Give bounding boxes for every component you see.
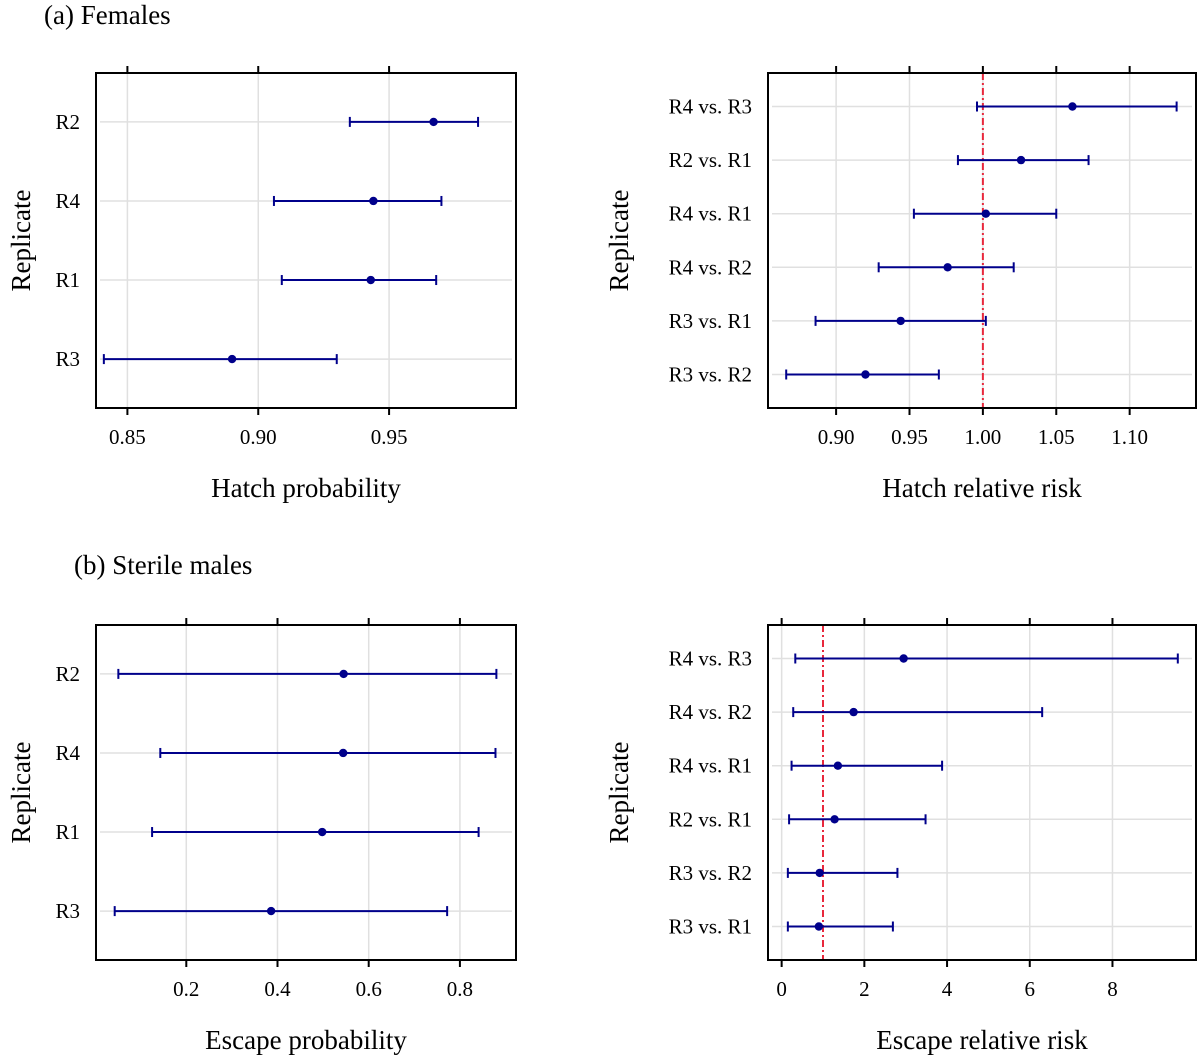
x-tick-label: 0.90 bbox=[240, 425, 277, 449]
x-tick-label: 8 bbox=[1107, 977, 1118, 1001]
x-tick-label: 6 bbox=[1025, 977, 1036, 1001]
plot-frame bbox=[767, 624, 1197, 961]
y-axis-label: Replicate bbox=[604, 190, 634, 292]
x-axis-label: Hatch relative risk bbox=[882, 473, 1082, 503]
x-tick-label: 0.90 bbox=[818, 425, 855, 449]
x-tick-label: 0.95 bbox=[891, 425, 928, 449]
x-tick-label: 0.2 bbox=[173, 977, 199, 1001]
category-label: R4 vs. R1 bbox=[669, 202, 752, 226]
estimate-point bbox=[833, 761, 843, 770]
y-axis-label: Replicate bbox=[604, 742, 634, 844]
x-tick-label: 0.8 bbox=[447, 977, 473, 1001]
estimate-point bbox=[814, 922, 824, 931]
x-tick-label: 1.05 bbox=[1038, 425, 1075, 449]
category-label: R2 bbox=[55, 110, 80, 134]
panel-1: 0.90 0.95 1.00 1.05 1.10 R4 vs. R3 R2 vs. R1 R4… bbox=[604, 66, 1197, 503]
panel-2: 0.2 0.4 0.6 0.8 R2 R4 R1 R3 Escape probability Re… bbox=[6, 618, 517, 1055]
category-label: R3 vs. R1 bbox=[669, 915, 752, 939]
category-label: R4 bbox=[55, 741, 80, 765]
estimate-point bbox=[899, 654, 908, 663]
estimate-point bbox=[227, 354, 237, 364]
estimate-point bbox=[896, 316, 905, 326]
panel-0: 0.85 0.90 0.95 R2 R4 R1 R3 Hatch probability Rep… bbox=[6, 66, 517, 503]
estimate-point bbox=[366, 275, 375, 285]
estimate-point bbox=[317, 827, 327, 837]
category-label: R3 bbox=[55, 347, 80, 371]
x-tick-label: 0 bbox=[776, 977, 787, 1001]
estimate-point bbox=[429, 117, 438, 127]
category-label: R3 vs. R2 bbox=[669, 861, 752, 885]
estimate-point bbox=[830, 815, 839, 824]
section-label-sterile-males: (b) Sterile males bbox=[74, 550, 252, 580]
category-label: R2 vs. R1 bbox=[669, 807, 752, 831]
x-tick-label: 0.6 bbox=[356, 977, 382, 1001]
category-label: R1 bbox=[55, 268, 80, 292]
x-axis-label: Hatch probability bbox=[211, 473, 401, 503]
estimate-point bbox=[1016, 155, 1026, 165]
plot-frame bbox=[95, 624, 517, 961]
category-label: R1 bbox=[55, 820, 80, 844]
estimate-point bbox=[369, 196, 378, 206]
category-label: R4 vs. R3 bbox=[669, 95, 752, 119]
estimate-point bbox=[339, 669, 348, 679]
category-label: R4 vs. R2 bbox=[669, 255, 752, 279]
plot-frame bbox=[95, 72, 517, 409]
y-axis-label: Replicate bbox=[6, 742, 36, 844]
x-tick-label: 4 bbox=[942, 977, 953, 1001]
category-label: R4 vs. R3 bbox=[669, 647, 752, 671]
x-axis-label: Escape probability bbox=[205, 1025, 407, 1055]
category-label: R2 bbox=[55, 662, 80, 686]
x-tick-label: 0.4 bbox=[264, 977, 291, 1001]
estimate-point bbox=[861, 370, 870, 379]
section-label-females: (a) Females bbox=[44, 0, 171, 30]
category-label: R4 vs. R1 bbox=[669, 754, 752, 778]
category-label: R4 bbox=[55, 189, 80, 213]
category-label: R3 vs. R2 bbox=[669, 363, 752, 387]
estimate-point bbox=[1068, 102, 1077, 111]
y-axis-label: Replicate bbox=[6, 190, 36, 292]
estimate-point bbox=[266, 906, 276, 916]
category-label: R3 bbox=[55, 899, 80, 923]
x-axis-label: Escape relative risk bbox=[876, 1025, 1088, 1055]
panel-3: 0 2 4 6 8 R4 vs. R3 R4 vs. R2 R4 vs. R1 R2 vs. R… bbox=[604, 618, 1197, 1055]
estimate-point bbox=[981, 209, 991, 218]
x-tick-label: 2 bbox=[859, 977, 870, 1001]
x-tick-label: 1.00 bbox=[965, 425, 1002, 449]
estimate-point bbox=[338, 748, 348, 758]
category-label: R3 vs. R1 bbox=[669, 309, 752, 333]
x-tick-label: 1.10 bbox=[1111, 425, 1148, 449]
estimate-point bbox=[943, 263, 952, 272]
estimate-point bbox=[849, 707, 858, 717]
x-tick-label: 0.95 bbox=[371, 425, 408, 449]
category-label: R2 vs. R1 bbox=[669, 148, 752, 172]
x-tick-label: 0.85 bbox=[109, 425, 146, 449]
estimate-point bbox=[815, 868, 824, 878]
category-label: R4 vs. R2 bbox=[669, 700, 752, 724]
